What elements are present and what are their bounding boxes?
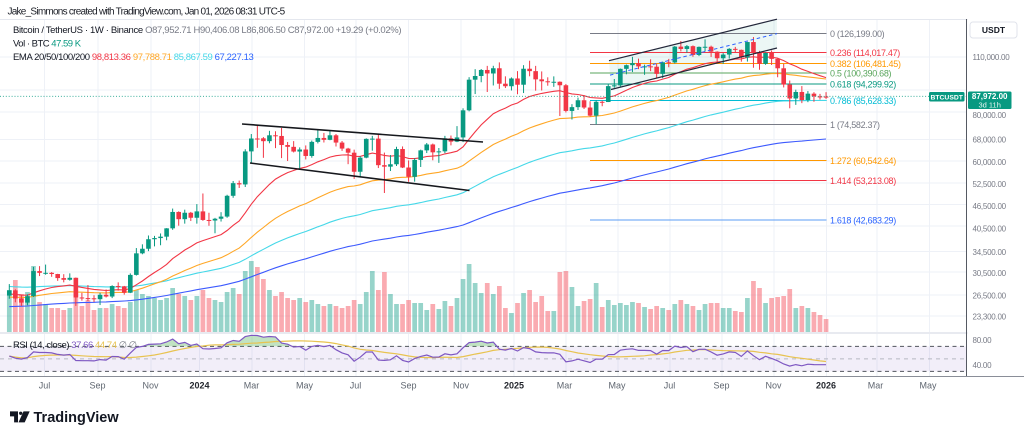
svg-text:0 (126,199.00): 0 (126,199.00) — [830, 29, 885, 39]
svg-text:Vol · BTC 47.59 K: Vol · BTC 47.59 K — [13, 39, 82, 50]
svg-text:23,300.00: 23,300.00 — [973, 312, 1007, 321]
svg-text:BTCUSDT: BTCUSDT — [930, 94, 963, 101]
svg-text:80,000.00: 80,000.00 — [973, 111, 1007, 120]
svg-text:1 (74,582.37): 1 (74,582.37) — [830, 120, 880, 130]
svg-text:110,000.00: 110,000.00 — [973, 53, 1011, 62]
svg-text:EMA 20/50/100/200 98,813.36 97: EMA 20/50/100/200 98,813.36 97,788.71 85… — [13, 52, 253, 63]
svg-text:40.00: 40.00 — [973, 361, 993, 370]
svg-text:2025: 2025 — [504, 381, 524, 391]
svg-text:Sep: Sep — [400, 381, 416, 391]
svg-text:2026: 2026 — [816, 381, 836, 391]
svg-text:30,500.00: 30,500.00 — [973, 269, 1007, 278]
svg-text:May: May — [919, 381, 937, 391]
svg-text:Nov: Nov — [765, 381, 782, 391]
svg-text:0.382 (106,481.45): 0.382 (106,481.45) — [830, 59, 901, 69]
svg-text:1.272 (60,542.64): 1.272 (60,542.64) — [830, 156, 896, 166]
svg-text:Jul: Jul — [39, 381, 51, 391]
svg-text:Nov: Nov — [453, 381, 470, 391]
svg-text:Sep: Sep — [713, 381, 729, 391]
svg-text:Bitcoin / TetherUS · 1W · Bina: Bitcoin / TetherUS · 1W · Binance O87,95… — [13, 25, 401, 36]
svg-text:Jul: Jul — [664, 381, 676, 391]
svg-text:TradingView: TradingView — [34, 410, 120, 426]
svg-text:60,000.00: 60,000.00 — [973, 158, 1007, 167]
svg-text:40,500.00: 40,500.00 — [973, 224, 1007, 233]
svg-text:May: May — [296, 381, 314, 391]
svg-text:0.5 (100,390.68): 0.5 (100,390.68) — [830, 68, 892, 78]
svg-text:0.236 (114,017.47): 0.236 (114,017.47) — [830, 48, 900, 58]
svg-text:87,972.00: 87,972.00 — [972, 92, 1008, 101]
svg-text:Sep: Sep — [89, 381, 105, 391]
svg-text:RSI (14, close) 37.66 44.74 ∅: RSI (14, close) 37.66 44.74 ∅ ∅ — [13, 340, 137, 351]
svg-text:1.414 (53,213.08): 1.414 (53,213.08) — [830, 176, 896, 186]
svg-text:46,500.00: 46,500.00 — [973, 202, 1007, 211]
svg-text:0.786 (85,628.33): 0.786 (85,628.33) — [830, 96, 896, 106]
svg-text:2024: 2024 — [189, 381, 209, 391]
svg-text:Mar: Mar — [244, 381, 260, 391]
svg-text:Jake_Simmons created with Trad: Jake_Simmons created with TradingView.co… — [8, 7, 286, 18]
svg-text:26,500.00: 26,500.00 — [973, 291, 1007, 300]
svg-text:Mar: Mar — [557, 381, 573, 391]
svg-text:1.618 (42,683.29): 1.618 (42,683.29) — [830, 215, 896, 225]
svg-text:Mar: Mar — [868, 381, 884, 391]
svg-text:52,500.00: 52,500.00 — [973, 180, 1007, 189]
svg-text:68,000.00: 68,000.00 — [973, 135, 1007, 144]
svg-text:USDT: USDT — [982, 25, 1006, 35]
svg-text:80.00: 80.00 — [973, 336, 993, 345]
svg-text:Nov: Nov — [142, 381, 159, 391]
svg-text:3d 11h: 3d 11h — [979, 100, 1001, 109]
svg-text:0.618 (94,299.92): 0.618 (94,299.92) — [830, 79, 896, 89]
svg-text:May: May — [608, 381, 626, 391]
svg-text:Jul: Jul — [350, 381, 362, 391]
svg-text:34,500.00: 34,500.00 — [973, 248, 1007, 257]
